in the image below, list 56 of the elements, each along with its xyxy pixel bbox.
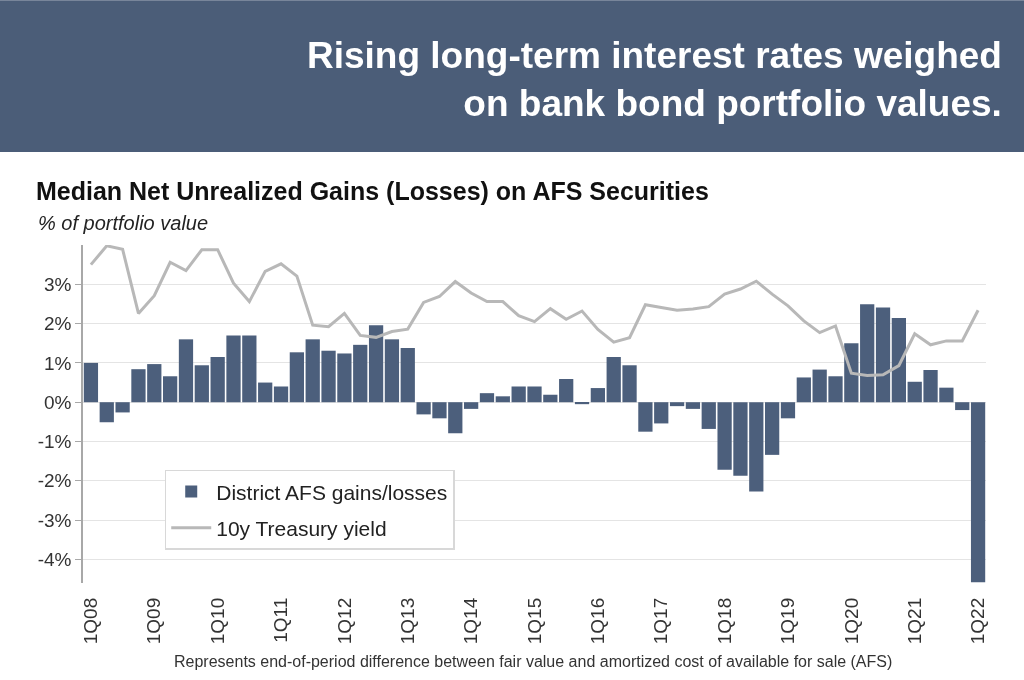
x-tick-label: 1Q12	[333, 597, 355, 645]
bar	[479, 393, 495, 403]
bar	[178, 339, 194, 403]
bar	[891, 318, 906, 403]
bar	[495, 396, 510, 403]
bar	[163, 376, 178, 403]
bar	[765, 402, 780, 455]
legend-label: 10y Treasury yield	[216, 516, 387, 540]
y-tick-label: -3%	[37, 509, 72, 531]
y-tick-label: 0%	[43, 391, 72, 413]
x-tick-label: 1Q11	[270, 597, 292, 643]
x-tick-label: 1Q19	[777, 597, 799, 645]
y-tick-label: 2%	[43, 313, 72, 335]
x-tick-label: 1Q18	[713, 597, 735, 645]
bar	[875, 307, 891, 403]
x-tick-label: 1Q09	[143, 597, 165, 645]
bar	[384, 339, 400, 403]
text: Rising long-term interest rates weighed on bank bond portfolio values.	[307, 35, 1002, 125]
y-tick-label: -2%	[37, 470, 72, 492]
bar	[669, 402, 685, 407]
bar	[289, 352, 304, 403]
text: Represents end-of-period difference between fair value and amortized cost of available for sale (AFS)	[174, 653, 893, 670]
chart-title: Median Net Unrealized Gains (Losses) on AFS Securities	[36, 176, 709, 205]
bar	[368, 325, 384, 403]
x-tick-label: 1Q20	[840, 597, 862, 645]
x-tick-label: 1Q17	[650, 597, 672, 645]
line-series	[89, 245, 980, 377]
chart-subtitle: % of portfolio value	[38, 212, 209, 234]
bar	[955, 402, 970, 411]
y-tick-label: -1%	[37, 431, 72, 453]
bar	[970, 402, 986, 583]
bar	[685, 402, 701, 409]
bar	[590, 388, 605, 403]
bar	[574, 402, 590, 405]
bar	[464, 402, 479, 409]
x-tick-label: 1Q21	[903, 597, 925, 645]
y-tick-label: 3%	[43, 273, 72, 295]
x-tick-label: 1Q08	[80, 597, 102, 645]
bar	[194, 365, 209, 403]
y-tick-label: 1%	[43, 352, 72, 374]
x-tick-label: 1Q10	[206, 597, 228, 645]
bar	[780, 402, 796, 419]
x-tick-label: 1Q16	[587, 597, 609, 645]
bar	[559, 379, 574, 403]
legend-label: District AFS gains/losses	[216, 480, 448, 504]
x-tick-label: 1Q14	[460, 597, 482, 645]
bar	[83, 362, 99, 403]
bar	[860, 304, 875, 403]
bar	[400, 347, 415, 403]
bar	[273, 386, 289, 403]
x-tick-label: 1Q15	[523, 597, 545, 645]
bar	[258, 382, 273, 403]
y-tick-label: -4%	[37, 549, 72, 571]
x-tick-label: 1Q22	[967, 597, 989, 645]
bar	[796, 377, 811, 403]
x-tick-label: 1Q13	[396, 597, 418, 645]
